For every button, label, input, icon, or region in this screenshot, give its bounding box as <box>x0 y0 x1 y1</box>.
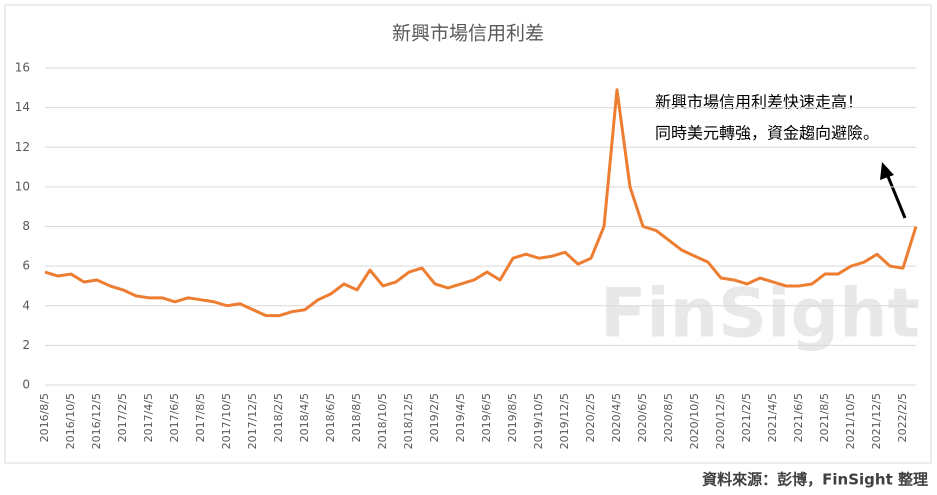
x-tick-label: 2018/12/5 <box>402 393 415 449</box>
x-tick-label: 2020/10/5 <box>688 393 701 449</box>
chart-title: 新興市場信用利差 <box>392 23 544 45</box>
x-tick-label: 2020/4/5 <box>610 393 623 442</box>
x-tick-label: 2021/10/5 <box>844 393 857 449</box>
x-tick-label: 2016/10/5 <box>64 393 77 449</box>
x-tick-label: 2021/12/5 <box>870 393 883 449</box>
x-tick-label: 2016/8/5 <box>38 393 51 442</box>
x-tick-label: 2018/10/5 <box>376 393 389 449</box>
y-tick-label: 0 <box>22 378 30 392</box>
x-tick-label: 2020/12/5 <box>714 393 727 449</box>
y-tick-label: 12 <box>15 140 30 154</box>
x-tick-label: 2018/2/5 <box>272 393 285 442</box>
x-tick-label: 2016/12/5 <box>90 393 103 449</box>
annotation: 新興市場信用利差快速走高！ <box>655 93 863 112</box>
x-tick-label: 2019/10/5 <box>532 393 545 449</box>
source: 資料來源：彭博，FinSight 整理 <box>702 471 928 489</box>
x-tick-label: 2017/10/5 <box>220 393 233 449</box>
x-tick-label: 2021/8/5 <box>818 393 831 442</box>
watermark: FinSight <box>600 275 920 354</box>
x-tick-label: 2019/6/5 <box>480 393 493 442</box>
x-tick-label: 2017/2/5 <box>116 393 129 442</box>
x-tick-label: 2019/2/5 <box>428 393 441 442</box>
x-tick-label: 2019/8/5 <box>506 393 519 442</box>
x-tick-label: 2018/6/5 <box>324 393 337 442</box>
x-tick-label: 2017/4/5 <box>142 393 155 442</box>
x-tick-label: 2019/12/5 <box>558 393 571 449</box>
arrow-head <box>880 162 894 180</box>
y-tick-label: 2 <box>22 338 30 352</box>
x-tick-label: 2020/8/5 <box>662 393 675 442</box>
chart-frame <box>4 4 932 464</box>
x-tick-label: 2017/8/5 <box>194 393 207 442</box>
x-tick-label: 2018/4/5 <box>298 393 311 442</box>
x-tick-label: 2018/8/5 <box>350 393 363 442</box>
x-tick-label: 2017/12/5 <box>246 393 259 449</box>
x-tick-label: 2021/4/5 <box>766 393 779 442</box>
arrow <box>885 173 907 219</box>
x-tick-label: 2022/2/5 <box>896 393 909 442</box>
y-tick-label: 16 <box>15 61 30 75</box>
x-tick-label: 2021/2/5 <box>740 393 753 442</box>
x-tick-label: 2019/4/5 <box>454 393 467 442</box>
x-tick-label: 2021/6/5 <box>792 393 805 442</box>
y-tick-label: 10 <box>15 179 30 193</box>
x-tick-label: 2020/6/5 <box>636 393 649 442</box>
x-tick-label: 2020/2/5 <box>584 393 597 442</box>
data-line <box>44 88 918 318</box>
annotation: 同時美元轉強，資金趨向避險。 <box>655 124 879 143</box>
y-tick-label: 8 <box>22 219 30 233</box>
x-tick-label: 2017/6/5 <box>168 393 181 442</box>
y-tick-label: 14 <box>15 100 30 114</box>
y-tick-label: 4 <box>22 298 30 312</box>
y-tick-label: 6 <box>22 259 30 273</box>
